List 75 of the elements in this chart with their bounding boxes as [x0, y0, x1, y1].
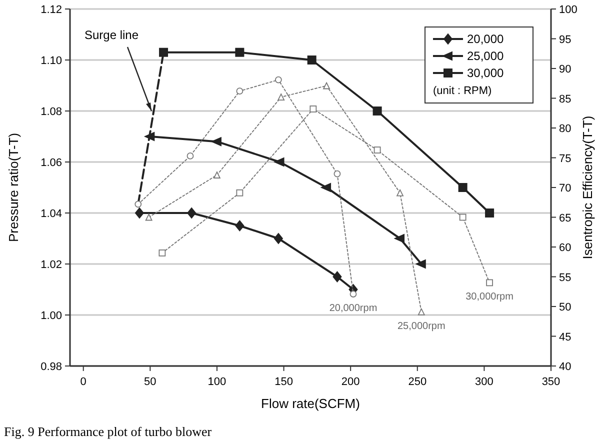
caption: Fig. 9 Performance plot of turbo blower: [4, 424, 212, 439]
y-tick-label: 0.98: [40, 361, 62, 373]
y-tick-label: 1.02: [40, 259, 62, 271]
y-tick-label: 1.12: [40, 4, 62, 16]
point: [187, 208, 196, 218]
point: [374, 146, 381, 154]
series-label: 20,000rpm: [329, 303, 378, 314]
x-tick-label: 250: [408, 376, 427, 388]
point: [334, 170, 341, 178]
x-tick-label: 200: [341, 376, 360, 388]
point: [134, 208, 144, 218]
legend-label: 30,000: [467, 66, 504, 80]
legend-label: 25,000: [467, 49, 504, 63]
point: [310, 106, 317, 112]
y2-tick-label: 80: [559, 123, 572, 135]
point: [274, 233, 283, 244]
point: [323, 82, 330, 90]
y-tick-label: 1.00: [40, 310, 62, 322]
point: [274, 76, 282, 84]
y-tick-label: 1.08: [40, 106, 62, 118]
y2-tick-label: 60: [559, 242, 572, 254]
y-tick-label: 1.06: [40, 157, 62, 169]
x-tick-label: 100: [208, 376, 226, 388]
x-tick-label: 300: [475, 376, 494, 388]
point: [278, 94, 285, 101]
y-tick-label: 1.04: [40, 208, 62, 220]
legend-title: (unit : RPM): [433, 85, 492, 97]
point: [145, 214, 152, 221]
point: [134, 200, 142, 208]
y2-tick-label: 50: [559, 302, 572, 314]
series-label: 25,000rpm: [397, 320, 446, 332]
point: [350, 290, 357, 298]
point: [332, 271, 342, 282]
x-tick-label: 150: [274, 376, 293, 388]
point: [458, 183, 468, 192]
point: [459, 214, 466, 221]
point: [235, 48, 244, 57]
point: [158, 250, 166, 256]
y2-tick-label: 40: [559, 361, 572, 373]
y2-tick-label: 75: [559, 152, 572, 165]
point: [396, 189, 404, 196]
y2-tick-label: 85: [559, 93, 572, 106]
y2-tick-label: 100: [559, 4, 578, 16]
point: [485, 208, 494, 218]
point: [214, 172, 220, 178]
x-tick-label: 50: [144, 376, 156, 388]
point: [307, 56, 316, 64]
y2-tick-label: 55: [559, 272, 572, 284]
y-tick-label: 1.10: [40, 55, 62, 67]
point: [159, 48, 168, 57]
x-tick-label: 0: [80, 376, 86, 388]
series-label: 30,000rpm: [466, 292, 514, 303]
point: [321, 183, 332, 192]
point: [211, 137, 222, 146]
y2-tick-label: 70: [559, 182, 572, 194]
point: [186, 152, 194, 160]
point: [372, 106, 382, 116]
point: [394, 234, 405, 243]
legend-label: 20,000: [467, 32, 504, 46]
y2-tick-label: 95: [559, 34, 572, 46]
y2-tick-label: 90: [559, 64, 572, 76]
point: [274, 158, 284, 166]
y2-tick-label: 65: [559, 212, 572, 224]
point: [236, 189, 244, 196]
point: [235, 220, 244, 232]
point: [416, 260, 426, 268]
y-axis-title: Pressure ratio(T-T): [6, 132, 21, 242]
point: [418, 308, 425, 316]
y2-axis-title: Isentropic Efficiency(T-T): [580, 116, 595, 260]
point: [486, 279, 493, 286]
x-tick-label: 350: [542, 376, 560, 388]
point: [236, 88, 244, 95]
y2-tick-label: 45: [559, 331, 572, 344]
x-axis-title: Flow rate(SCFM): [261, 396, 360, 411]
annotation: Surge line: [84, 28, 139, 42]
